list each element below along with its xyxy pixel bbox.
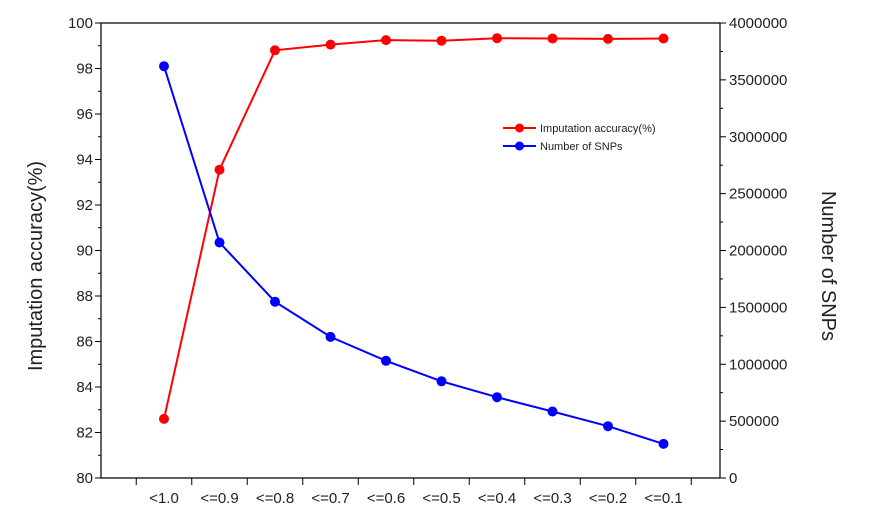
y2-tick-label: 2500000 [729,186,787,203]
x-tick-label: <=0.1 [644,490,682,507]
legend: Imputation accuracy(%) Number of SNPs [503,123,656,153]
x-tick-label: <=0.9 [200,490,238,507]
y-tick-label: 90 [76,243,93,260]
legend-marker-accuracy [515,123,524,133]
y-tick-label: 92 [76,197,93,214]
series-1-point [159,61,169,72]
y2-tick-label: 1000000 [729,356,787,373]
left-y-ticks: 80 82 84 86 88 90 92 94 96 98 100 [68,15,101,487]
legend-label-accuracy: Imputation accuracy(%) [540,123,656,135]
series-0-point [381,35,391,46]
x-tick-label: <=0.7 [311,490,349,507]
y2-tick-label: 0 [729,470,737,487]
series-1-point [436,376,447,387]
series-0-point [603,33,613,44]
series-1-point [492,392,502,403]
x-tick-label: <=0.8 [256,490,294,507]
series-0-point [214,164,225,175]
y-tick-label: 100 [68,15,93,32]
series-1-point [603,421,613,432]
y2-tick-label: 4000000 [729,15,787,32]
series-0-point [159,413,169,424]
y-axis-title: Imputation accuracy(%) [25,161,47,371]
y-tick-label: 84 [76,379,93,396]
x-tick-label: <=0.2 [589,490,627,507]
series-1-point [325,331,336,342]
series-1-point [547,406,558,417]
y-tick-label: 96 [76,106,93,123]
series-1-point [214,237,225,248]
x-tick-label: <=0.5 [422,490,460,507]
x-tick-label: <=0.4 [478,490,516,507]
legend-label-snps: Number of SNPs [540,141,623,153]
series-layer [159,33,669,449]
y-tick-label: 94 [76,152,93,169]
y-tick-label: 88 [76,288,93,305]
y-tick-label: 86 [76,334,93,351]
series-line-0 [163,37,664,420]
series-0-point [492,33,502,44]
y2-tick-label: 2000000 [729,243,787,260]
x-tick-label: <=0.6 [367,490,405,507]
series-1-point [381,355,391,366]
y2-tick-label: 3000000 [729,129,787,146]
series-0-point [547,33,558,44]
series-0-point [436,35,447,46]
y2-tick-label: 1500000 [729,299,787,316]
x-tick-label: <=0.3 [533,490,571,507]
legend-marker-snps [515,141,524,151]
series-0-point [658,33,669,44]
y-tick-label: 80 [76,470,93,487]
x-ticks: <1.0 <=0.9 <=0.8 <=0.7 <=0.6 <=0.5 <=0.4 <=0.3 <… [135,478,692,507]
y-tick-label: 98 [76,61,93,78]
series-0-point [325,39,336,50]
x-tick-label: <1.0 [149,490,179,507]
y2-axis-title: Number of SNPs [817,191,839,341]
right-y-ticks: 0 500000 1000000 1500000 2000000 2500000 30000… [720,15,787,487]
series-0-point [270,45,280,56]
plot-frame [100,22,721,479]
series-1-point [658,438,669,449]
y2-tick-label: 500000 [729,413,779,430]
series-line-1 [163,65,664,445]
series-1-point [270,296,280,307]
y2-tick-label: 3500000 [729,72,787,89]
y-tick-label: 82 [76,425,93,442]
